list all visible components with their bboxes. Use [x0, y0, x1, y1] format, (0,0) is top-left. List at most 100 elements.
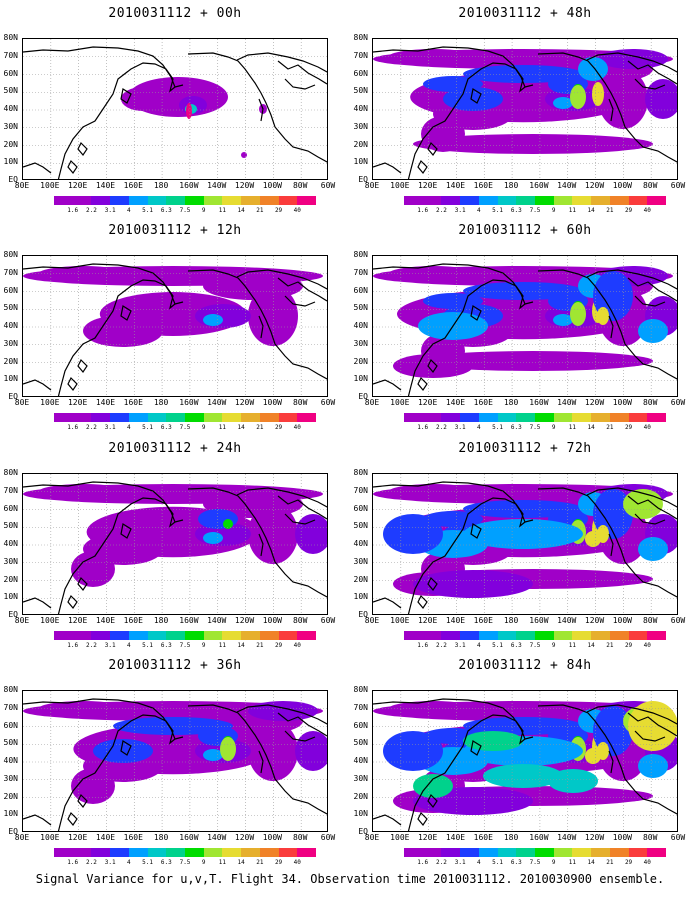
forecast-map-panel: 2010031112 + 00h 80N 70N 60N 50N 40N 30N 20N 10N…	[0, 0, 350, 215]
colorbar-label: 14	[587, 207, 595, 214]
colorbar-swatch	[91, 413, 111, 422]
longitude-label: 100E	[40, 616, 60, 625]
variance-map	[22, 38, 328, 180]
coastline	[277, 495, 327, 520]
longitude-label: 140E	[445, 181, 466, 190]
longitude-label: 160W	[529, 616, 549, 625]
variance-contour-fill	[570, 302, 586, 326]
coastline	[608, 750, 614, 774]
variance-contour-fill	[220, 737, 236, 761]
latitude-label: 40N	[3, 756, 18, 765]
colorbar-label: 11	[218, 207, 227, 214]
colorbar-swatch	[422, 848, 442, 857]
colorbar-swatch	[628, 413, 648, 422]
longitude-label: 80E	[364, 833, 380, 842]
colorbar-label: 1.6	[67, 207, 79, 214]
longitude-label: 120W	[584, 833, 605, 842]
latitude-label: 50N	[3, 521, 18, 531]
variance-contour-fill	[83, 315, 163, 347]
colorbar-label: 3.1	[454, 642, 466, 649]
coastline	[634, 513, 666, 525]
coastline	[23, 698, 176, 831]
variance-contour-fill	[638, 537, 668, 561]
latitude-label: 20N	[353, 791, 368, 801]
colorbar-swatch	[591, 196, 611, 205]
colorbar-swatch	[497, 413, 517, 422]
variance-map	[22, 473, 328, 615]
longitude-label: 140E	[445, 616, 466, 625]
colorbar-swatch	[460, 848, 480, 857]
latitude-label: 40N	[353, 539, 368, 548]
coastline	[67, 811, 78, 827]
variance-map	[372, 255, 678, 397]
colorbar-label: 29	[274, 859, 283, 866]
colorbar-label: 3.1	[104, 859, 116, 866]
colorbar-label: 1.6	[67, 642, 79, 649]
colorbar-label: 9	[201, 424, 206, 431]
latitude-label: 30N	[3, 556, 18, 566]
map-canvas	[23, 256, 327, 396]
variance-contour-fill	[638, 319, 668, 343]
coastline	[586, 487, 677, 508]
colorbar-label: 6.3	[510, 424, 522, 431]
colorbar-label: 29	[274, 424, 283, 431]
variance-contour-fill	[463, 717, 583, 735]
panel-title: 2010031112 + 84h	[458, 658, 592, 673]
latitude-label: 20N	[3, 791, 18, 801]
panel-title: 2010031112 + 72h	[458, 441, 592, 456]
latitude-label: 50N	[353, 521, 368, 531]
colorbar	[54, 631, 317, 640]
colorbar-swatch	[91, 848, 111, 857]
coastline	[236, 269, 327, 290]
colorbar-swatch	[185, 631, 205, 640]
coastline	[537, 487, 677, 598]
longitude-label: 80W	[642, 398, 658, 407]
longitude-label: 160W	[179, 833, 199, 842]
longitude-label: 180	[503, 616, 519, 625]
colorbar-swatch	[166, 196, 186, 205]
colorbar-swatch	[404, 196, 424, 205]
colorbar-label: 4	[477, 207, 481, 214]
latitude-label: 70N	[3, 267, 18, 277]
longitude-label: 100W	[262, 398, 282, 407]
colorbar-swatch	[572, 196, 592, 205]
coastline	[23, 263, 176, 396]
longitude-label: 60W	[670, 181, 686, 190]
longitude-label: 100E	[40, 181, 60, 190]
coastline	[417, 376, 428, 392]
colorbar-swatch	[166, 631, 186, 640]
longitude-label: 100W	[612, 833, 632, 842]
coastline	[373, 698, 526, 831]
coastline	[373, 379, 402, 391]
variance-map	[372, 38, 678, 180]
latitude-label: 80N	[3, 33, 18, 42]
coastline	[627, 277, 677, 302]
colorbar-label: 40	[293, 424, 301, 431]
figure-caption: Signal Variance for u,v,T. Flight 34. Ob…	[35, 872, 665, 886]
colorbar-label: 7.5	[179, 642, 191, 649]
longitude-label: 120E	[67, 398, 88, 407]
colorbar-swatch	[222, 848, 242, 857]
variance-contour-fill	[463, 65, 583, 83]
colorbar-label: 2.2	[86, 859, 97, 866]
coastline	[373, 263, 526, 396]
colorbar-label: 40	[293, 642, 301, 649]
forecast-map-panel: 2010031112 + 72h 80N 70N 60N 50N 40N 30N 20N 10N…	[350, 435, 700, 650]
forecast-map-panel: 2010031112 + 48h 80N 70N 60N 50N 40N 30N 20N 10N…	[350, 0, 700, 215]
colorbar-label: 7.5	[179, 424, 191, 431]
latitude-label: 50N	[3, 738, 18, 748]
variance-contour-fill	[463, 731, 523, 751]
colorbar-swatch	[278, 413, 298, 422]
colorbar-label: 21	[606, 642, 614, 649]
variance-contour-fill	[383, 514, 443, 554]
variance-contour-fill	[463, 500, 583, 518]
colorbar-swatch	[241, 631, 261, 640]
longitude-label: 120E	[417, 616, 438, 625]
colorbar-label: 1.6	[417, 859, 429, 866]
longitude-label: 140W	[207, 181, 227, 190]
latitude-label: 50N	[3, 303, 18, 313]
coastline	[470, 305, 482, 321]
variance-contour-fill	[93, 739, 153, 763]
variance-contour-fill	[393, 354, 473, 378]
longitude-label: 180	[153, 181, 169, 190]
